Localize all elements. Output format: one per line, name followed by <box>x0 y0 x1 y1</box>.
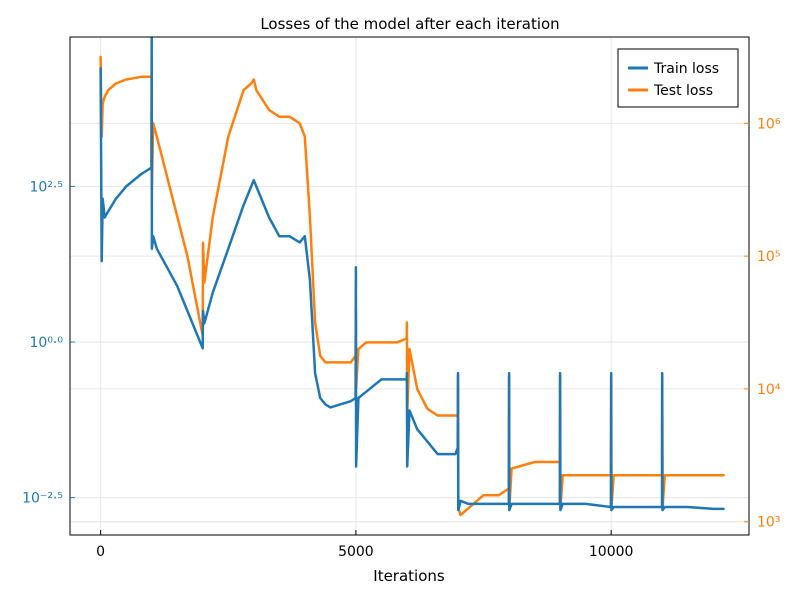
legend: Train loss Test loss <box>617 48 739 108</box>
x-tick-label: 0 <box>96 544 105 560</box>
left-tick-label: 10²·⁵ <box>30 179 64 195</box>
right-y-axis: 10³ 10⁴ 10⁵ 10⁶ <box>744 116 781 531</box>
x-tick-label: 5000 <box>338 544 374 560</box>
plot-frame <box>69 36 750 536</box>
legend-box <box>617 48 739 108</box>
right-tick-label: 10⁵ <box>757 249 780 265</box>
legend-label: Test loss <box>653 83 713 99</box>
x-tick-label: 10000 <box>589 544 634 560</box>
x-axis-label: Iterations <box>373 567 445 585</box>
series-layer <box>99 37 725 517</box>
left-tick-label: 10⁻²·⁵ <box>22 491 63 507</box>
left-y-axis: 10⁻²·⁵ 10⁰·⁰ 10²·⁵ <box>22 179 75 507</box>
legend-label: Train loss <box>653 61 719 77</box>
right-tick-label: 10⁶ <box>757 116 781 132</box>
series-line-train-loss <box>99 37 725 512</box>
x-axis: 0 5000 10000 <box>96 530 633 560</box>
left-tick-label: 10⁰·⁰ <box>30 335 64 351</box>
chart-title: Losses of the model after each iteration <box>260 15 559 33</box>
right-tick-label: 10³ <box>757 515 780 531</box>
right-tick-label: 10⁴ <box>757 382 781 398</box>
